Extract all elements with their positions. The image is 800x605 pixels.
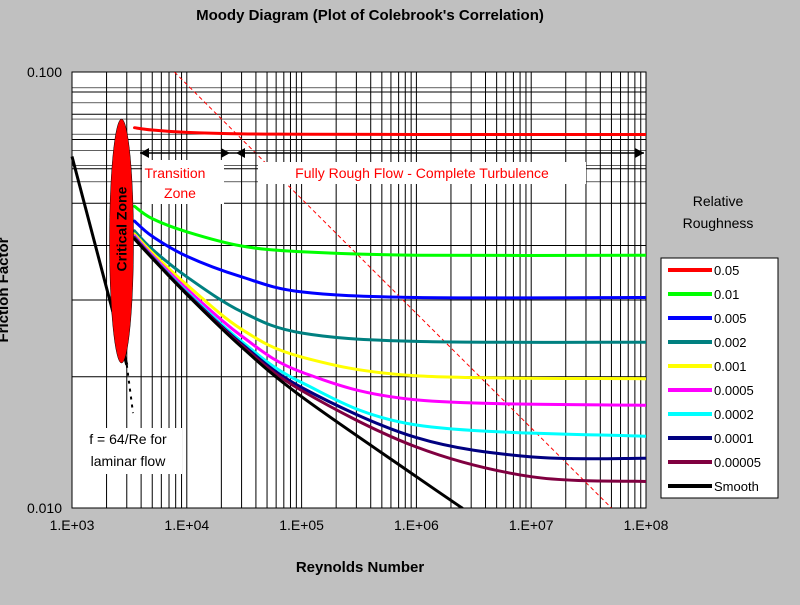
legend-entry-label: 0.0002	[714, 407, 754, 422]
series-line-0.005	[133, 219, 646, 300]
laminar-extension-line	[125, 364, 135, 414]
x-tick-label: 1.E+04	[164, 517, 209, 533]
critical-zone-ellipse	[109, 118, 134, 364]
legend-entry-label: 0.002	[714, 335, 747, 350]
x-axis-label: Reynolds Number	[296, 559, 425, 576]
x-tick-label: 1.E+06	[394, 517, 439, 533]
legend-title-line: Roughness	[683, 215, 754, 231]
fully-rough-bg	[258, 162, 586, 184]
x-tick-label: 1.E+07	[509, 517, 554, 533]
series-line-smooth	[133, 237, 464, 508]
x-tick-label: 1.E+03	[50, 517, 95, 533]
legend: Relative Roughness 0.05 0.01 0.005 0.002 0.001…	[660, 193, 779, 499]
arrow-head	[221, 148, 230, 158]
legend-box	[660, 257, 779, 499]
fully-rough-label: Fully Rough Flow - Complete Turbulence	[295, 165, 549, 181]
arrow-head	[635, 148, 644, 158]
legend-entry-label: 0.01	[714, 287, 739, 302]
legend-entry-label: 0.00005	[714, 455, 761, 470]
y-tick-labels: 0.100 0.010	[27, 64, 62, 516]
series-line-0.001	[133, 232, 646, 381]
annotations: Transition Zone Fully Rough Flow - Complet…	[76, 160, 586, 474]
legend-entry-label: 0.05	[714, 263, 739, 278]
series-lines	[133, 126, 646, 508]
arrow-head	[140, 148, 149, 158]
critical-zone-label: Critical Zone	[114, 186, 130, 271]
series-line-0.01	[133, 204, 646, 257]
chart-title: Moody Diagram (Plot of Colebrook's Corre…	[196, 7, 544, 24]
legend-entry-label: 0.0001	[714, 431, 754, 446]
arrow-head	[236, 148, 245, 158]
transition-zone-bg	[142, 160, 224, 204]
critical-zone-group: Critical Zone	[109, 118, 134, 364]
zone-label: Zone	[164, 185, 196, 201]
series-line-0.002	[133, 229, 646, 344]
legend-entry-label: 0.0005	[714, 383, 754, 398]
y-tick-label: 0.010	[27, 500, 62, 516]
transition-label: Transition	[145, 165, 206, 181]
legend-entry-label: Smooth	[714, 479, 759, 494]
x-tick-label: 1.E+05	[279, 517, 324, 533]
zone-arrows	[140, 148, 644, 158]
legend-entry-label: 0.005	[714, 311, 747, 326]
x-tick-labels: 1.E+03 1.E+04 1.E+05 1.E+06 1.E+07 1.E+08	[50, 517, 669, 533]
y-axis-label: Friction Factor	[0, 237, 12, 342]
x-tick-label: 1.E+08	[624, 517, 669, 533]
laminar-note-line2: laminar flow	[91, 453, 167, 469]
fully-rough-dashed-line	[174, 72, 612, 508]
legend-entry-label: 0.001	[714, 359, 747, 374]
legend-title-line: Relative	[693, 193, 744, 209]
y-tick-label: 0.100	[27, 64, 62, 80]
series-line-0.05	[133, 126, 646, 136]
fully-rough-boundary	[174, 72, 612, 508]
laminar-note-line1: f = 64/Re for	[89, 431, 167, 447]
laminar-note-bg	[76, 428, 182, 474]
